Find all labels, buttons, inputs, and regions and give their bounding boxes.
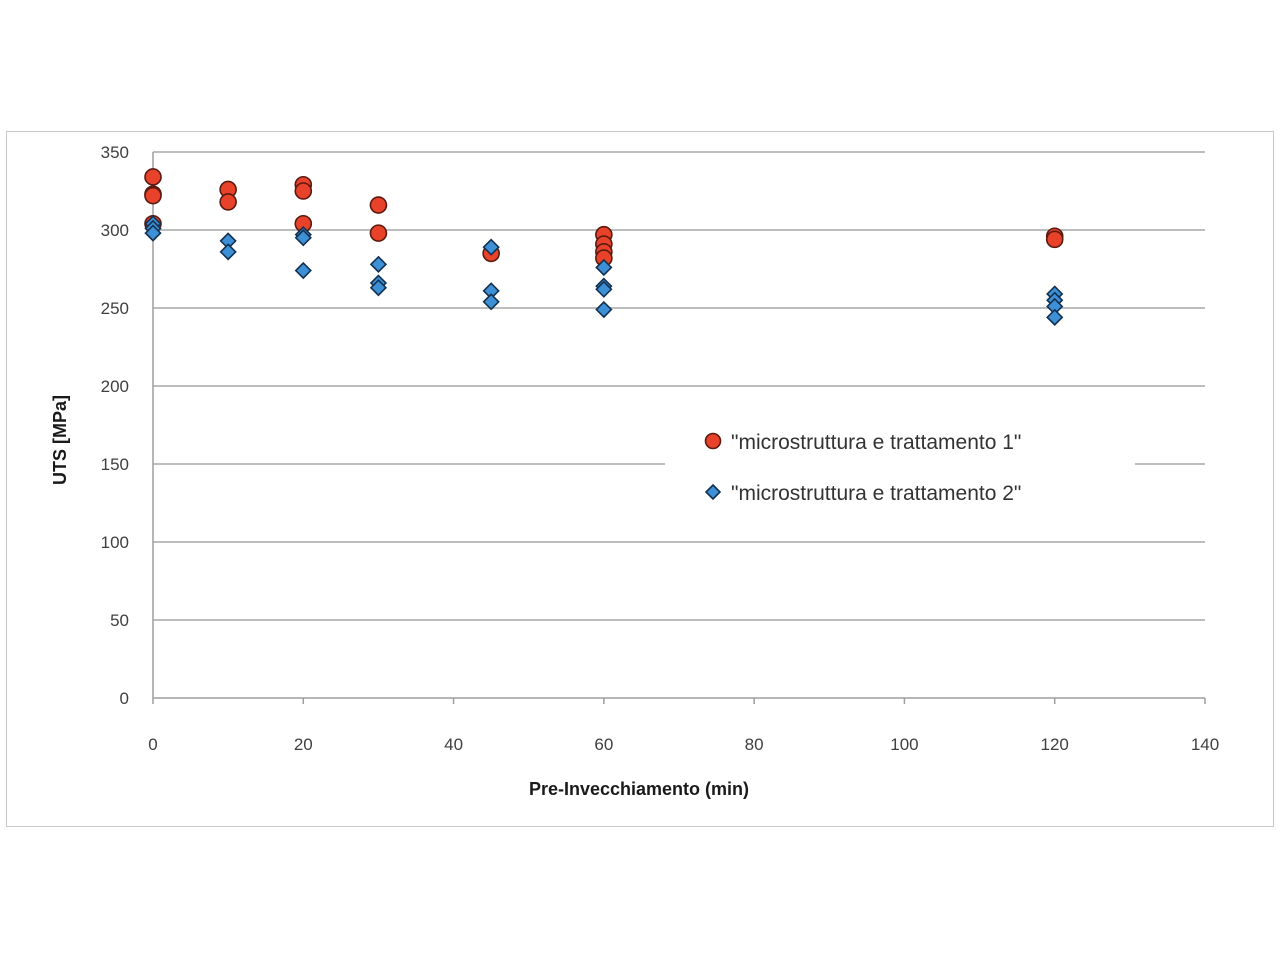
y-tick-label-100: 100 [101,533,129,552]
series-1-point-18 [1045,230,1064,249]
x-tick-label-120: 120 [1041,735,1069,754]
x-tick-label-100: 100 [890,735,918,754]
x-axis-title: Pre-Invecchiamento (min) [529,779,749,799]
series-2-point-11 [369,279,388,297]
x-tick-label-140: 140 [1191,735,1219,754]
legend-marker-1 [704,432,722,450]
x-tick-label-0: 0 [148,735,157,754]
x-tick-label-60: 60 [594,735,613,754]
series-1-point-11 [369,224,388,242]
series-2-point-5 [219,243,237,261]
x-tick-label-40: 40 [444,735,463,754]
y-tick-label-250: 250 [101,299,129,318]
legend-label-2: "microstruttura e trattamento 2" [731,482,1021,505]
series-2-point-17 [595,280,613,298]
y-tick-label-350: 350 [101,143,129,162]
series-2-point-3 [144,224,162,242]
y-axis-title: UTS [MPa] [50,395,70,485]
y-tick-label-300: 300 [101,221,129,240]
series-2-point-8 [294,261,312,280]
series-1-point-1 [144,168,162,186]
series-2-point-12 [482,238,500,256]
legend-marker-2 [704,483,722,501]
series-2-point-22 [1046,308,1064,326]
series-2-point-14 [482,293,500,311]
y-tick-label-200: 200 [101,377,129,396]
legend-label-1: "microstruttura e trattamento 1" [731,431,1021,454]
series-1-point-3 [144,186,162,205]
y-tick-label-0: 0 [120,689,129,708]
series-2-point-15 [595,258,613,277]
series-2-point-7 [294,229,312,247]
series-1-point-6 [219,193,237,211]
y-tick-label-50: 50 [110,611,129,630]
y-tick-label-150: 150 [101,455,129,474]
series-2-point-9 [369,255,388,273]
series-1-point-8 [294,182,313,200]
legend-box [665,418,1135,523]
series-2-point-18 [595,300,613,319]
x-tick-label-80: 80 [745,735,764,754]
series-1-point-10 [369,196,388,214]
x-tick-label-20: 20 [294,735,313,754]
